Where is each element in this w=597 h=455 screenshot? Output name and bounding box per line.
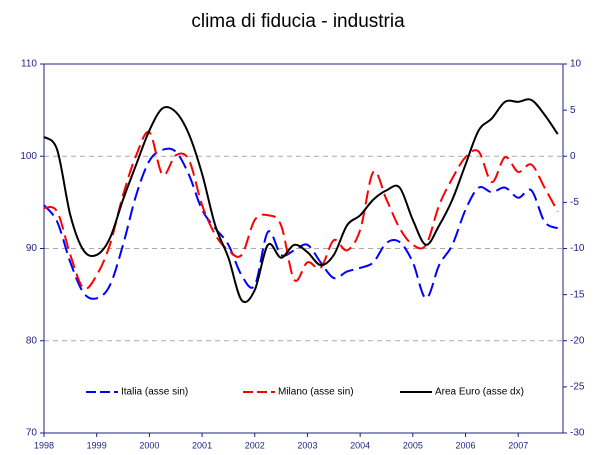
x-tick-label: 1998	[34, 440, 54, 450]
x-tick-label: 2005	[403, 440, 423, 450]
y-tick-label: 80	[26, 335, 38, 346]
x-tick-label: 2004	[350, 440, 370, 450]
y2-tick-label: -15	[570, 289, 585, 300]
y2-tick-label: 10	[570, 59, 582, 70]
y-tick-label: 90	[26, 243, 38, 254]
legend-label: Area Euro (asse dx)	[435, 387, 524, 398]
x-tick-label: 2000	[139, 440, 159, 450]
x-tick-label: 2003	[297, 440, 317, 450]
legend-label: Milano (asse sin)	[278, 387, 354, 398]
y2-tick-label: -5	[570, 197, 579, 208]
y2-tick-label: -25	[570, 382, 585, 393]
y2-tick-label: 5	[570, 105, 576, 116]
series-line	[43, 98, 559, 304]
x-tick-label: 2007	[508, 440, 528, 450]
y2-tick-label: -10	[570, 243, 585, 254]
x-tick-label: 2002	[245, 440, 265, 450]
x-tick-label: 1999	[87, 440, 107, 450]
y-tick-label: 70	[26, 428, 38, 439]
chart-title: clima di fiducia - industria	[191, 11, 405, 32]
y-tick-label: 100	[20, 151, 37, 162]
y-tick-label: 110	[21, 59, 37, 70]
y2-tick-label: -30	[570, 428, 585, 439]
x-tick-label: 2006	[456, 440, 476, 450]
series-line	[43, 130, 559, 290]
x-tick-label: 2001	[192, 440, 212, 450]
y2-tick-label: 0	[570, 151, 576, 162]
y2-tick-label: -20	[570, 335, 585, 346]
legend-label: Italia (asse sin)	[121, 387, 188, 398]
